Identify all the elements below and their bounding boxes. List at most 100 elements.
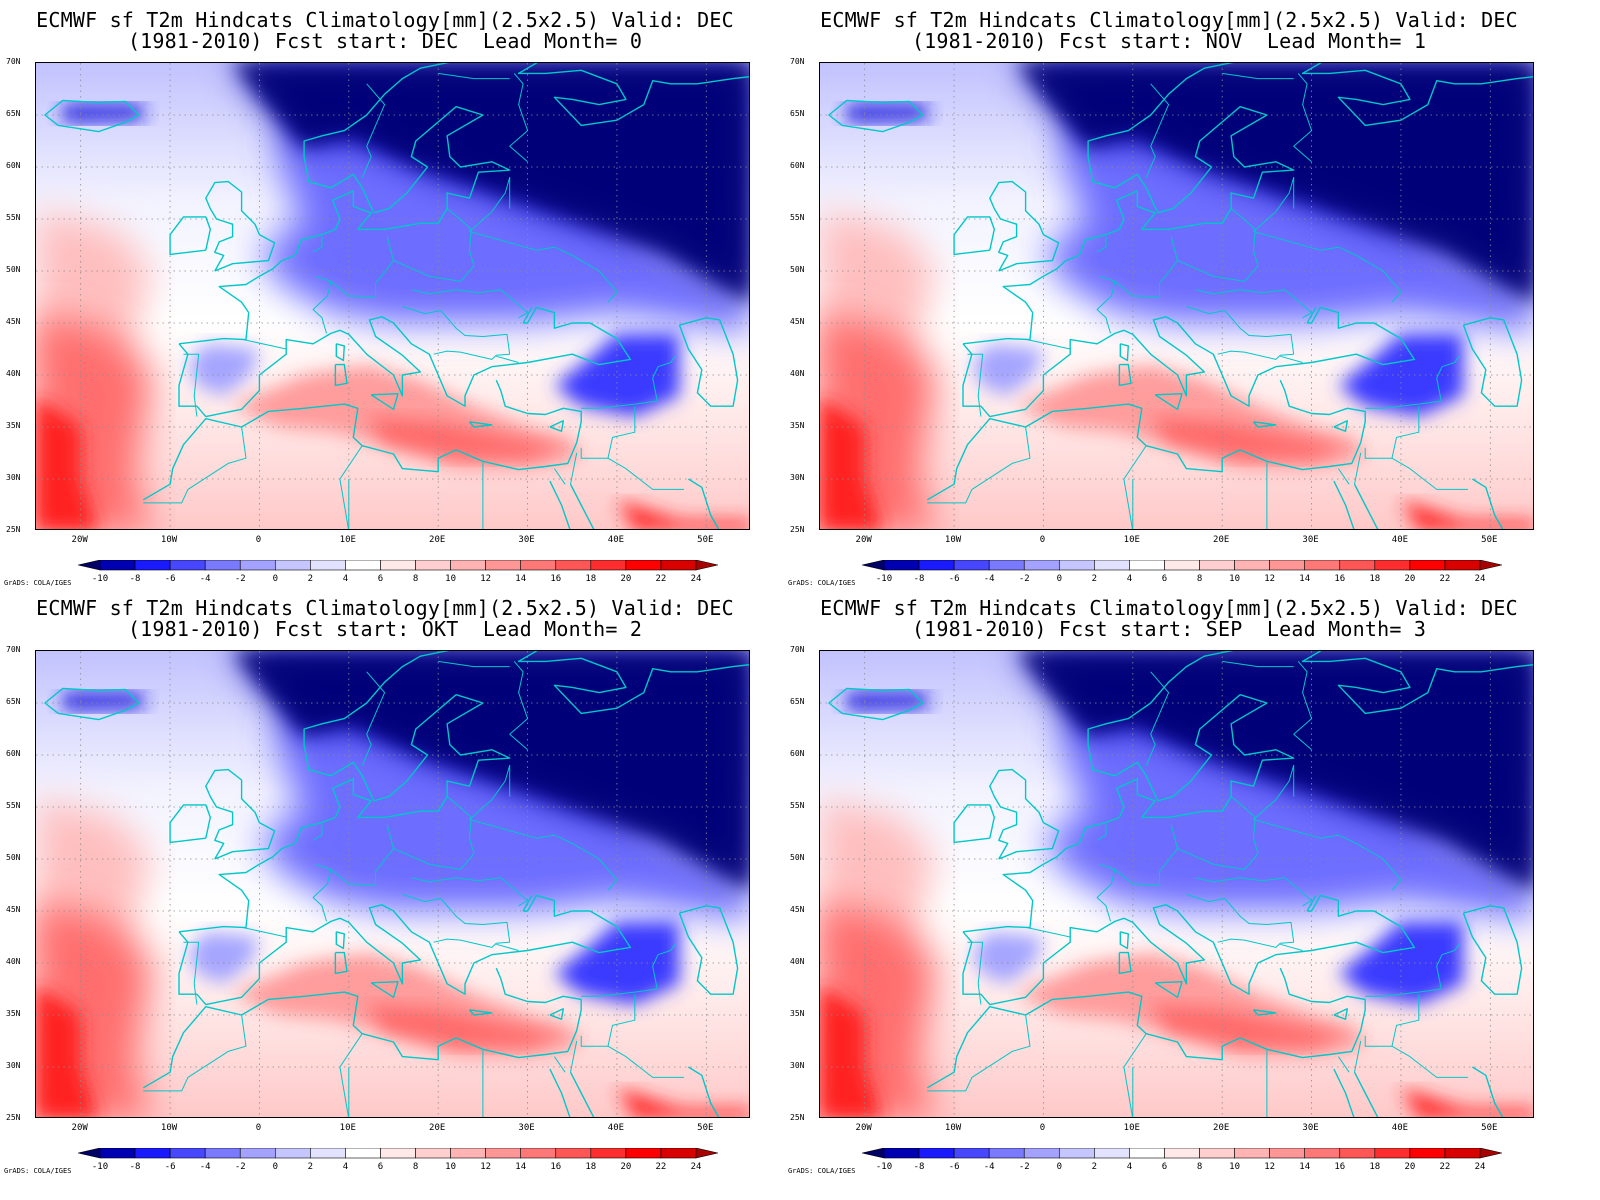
colorbar-tick-label: 18 [1369,1162,1380,1172]
field-region-warm-sw2 [820,395,882,529]
colorbar-tick-label: -2 [235,574,246,584]
colorbar-swatch [99,1147,136,1159]
colorbar-swatch [520,1147,557,1159]
coastline [1154,393,1183,410]
colorbar-tick-label: -4 [984,574,995,584]
colorbar-tick-label: -6 [165,574,176,584]
longitude-tick-label: 20W [71,535,88,545]
field-region-iceland [846,692,928,711]
field-region-warm-sw2 [36,395,98,529]
longitude-tick-label: 40E [607,535,625,545]
longitude-tick-label: 10E [1123,535,1140,545]
country-border [581,944,676,997]
colorbar: -10 -8 -6 -4 -2 0 2 4 6 8 10 12 14 16 18 20 22 24 [861,1147,1503,1172]
temperature-field-map [820,63,1533,529]
colorbar-tick-label: -4 [200,1162,211,1172]
longitude-tick-label: 20W [855,535,872,545]
map-panel-lead-1: ECMWF sf T2m Hindcats Climatology[mm](2.… [784,0,1554,600]
colorbar-swatch [590,559,627,571]
title-line-1: ECMWF sf T2m Hindcats Climatology[mm](2.… [36,596,734,620]
colorbar-swatch [380,559,416,571]
latitude-tick-label: 35N [6,421,21,430]
colorbar: -10 -8 -6 -4 -2 0 2 4 6 8 10 12 14 16 18 20 22 24 [77,559,719,584]
coastline [44,99,140,133]
latitude-tick-label: 55N [790,801,805,810]
latitude-tick-label: 55N [790,213,805,222]
longitude-tick-label: 20E [1213,535,1230,545]
latitude-tick-label: 25N [790,1113,805,1122]
colorbar-swatch [239,1147,276,1159]
country-border [1365,356,1460,409]
country-border [496,355,519,363]
colorbar-swatch [1409,559,1446,571]
country-border [580,1035,684,1078]
country-border [1354,452,1362,485]
country-border [330,824,394,886]
latitude-tick-label: 50N [790,265,805,274]
latitude-tick-label: 70N [790,645,805,654]
latitude-tick-label: 40N [790,957,805,966]
country-border [1222,660,1294,668]
colorbar: -10 -8 -6 -4 -2 0 2 4 6 8 10 12 14 16 18 20 22 24 [77,1147,719,1172]
colorbar-tick-label: 20 [620,1162,631,1172]
colorbar-swatch [861,1147,885,1159]
colorbar-tick-label: 22 [1440,1162,1451,1172]
colorbar-swatch [1479,559,1503,571]
country-border [393,796,475,870]
coastline [926,379,1366,501]
longitude-tick-label: 10W [944,1123,962,1133]
longitude-tick-label: 0 [255,1123,262,1133]
latitude-tick-label: 70N [6,57,21,66]
country-border [1293,661,1313,751]
colorbar-tick-label: -8 [130,1162,141,1172]
colorbar-swatch [1374,559,1411,571]
country-border [402,305,511,355]
colorbar-swatch [520,559,557,571]
country-border [1145,83,1170,178]
colorbar-tick-label: 10 [1229,574,1240,584]
colorbar-tick-label: 20 [620,574,631,584]
colorbar-tick-label: -10 [876,1162,892,1172]
colorbar-swatch [1094,1147,1130,1159]
colorbar-tick-label: 14 [1299,574,1310,584]
country-border [1391,994,1420,1047]
colorbar-swatch [239,559,276,571]
colorbar-tick-label: 0 [273,574,278,584]
colorbar-swatch [450,1147,486,1159]
latitude-tick-label: 70N [790,57,805,66]
colorbar-swatch [485,559,522,571]
colorbar-swatch [988,559,1025,571]
country-border [1365,944,1460,997]
map-frame [819,62,1534,530]
colorbar-tick-label: 18 [1369,574,1380,584]
colorbar-swatch [988,1147,1025,1159]
latitude-tick-label: 35N [790,1009,805,1018]
country-border [1123,1033,1147,1117]
longitude-tick-label: 30E [1302,1123,1319,1133]
colorbar-tick-label: -2 [1019,1162,1030,1172]
longitude-tick-label: 50E [697,535,714,545]
colorbar-swatch [1094,559,1130,571]
coastline [169,216,212,256]
colorbar-tick-label: 6 [378,1162,383,1172]
latitude-tick-label: 65N [790,697,805,706]
map-panel-lead-0: ECMWF sf T2m Hindcats Climatology[mm](2.… [0,0,770,600]
longitude-tick-label: 0 [255,535,262,545]
colorbar-swatch [345,1147,381,1159]
coastline [178,306,631,418]
colorbar-swatch [1058,559,1095,571]
latitude-tick-label: 25N [6,1113,21,1122]
colorbar-swatch [1339,1147,1376,1159]
colorbar-swatch [1058,1147,1095,1159]
latitude-tick-label: 45N [6,317,21,326]
colorbar-swatch [555,559,592,571]
field-region-cold-east [1338,921,1464,1005]
coastline [678,905,739,995]
field-region-warm-red [616,1087,749,1117]
country-border [433,938,510,948]
latitude-tick-label: 60N [790,161,805,170]
coastline [828,99,924,133]
title-line-1: ECMWF sf T2m Hindcats Climatology[mm](2.… [36,8,734,32]
colorbar-tick-label: -8 [914,1162,925,1172]
colorbar-tick-label: -6 [165,1162,176,1172]
